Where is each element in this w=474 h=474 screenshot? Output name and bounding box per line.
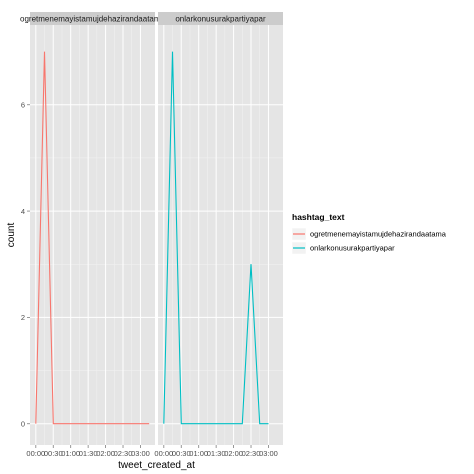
facet-strip bbox=[30, 12, 155, 25]
legend-title: hashtag_text bbox=[292, 212, 345, 222]
x-tick-label: 00:30 bbox=[44, 449, 63, 458]
x-tick-label: 01:00 bbox=[189, 449, 208, 458]
facet-strip-label: onlarkonusurakpartiyapar bbox=[175, 15, 266, 24]
y-axis-title: count bbox=[6, 223, 17, 248]
facet-strip-label: ogretmenemayistamujdehazirandaatama bbox=[20, 15, 166, 24]
x-tick-label: 02:00 bbox=[224, 449, 243, 458]
series-line bbox=[35, 51, 150, 425]
legend-label: onlarkonusurakpartiyapar bbox=[310, 244, 395, 253]
x-tick-label: 01:30 bbox=[79, 449, 98, 458]
series-line bbox=[163, 51, 269, 425]
x-tick-label: 03:00 bbox=[259, 449, 278, 458]
x-tick-label: 00:00 bbox=[154, 449, 173, 458]
panel-background bbox=[158, 25, 283, 445]
x-axis-title: tweet_created_at bbox=[118, 460, 195, 471]
x-tick-label: 01:00 bbox=[61, 449, 80, 458]
y-tick-label: 2 bbox=[21, 313, 25, 322]
y-tick-label: 0 bbox=[21, 419, 25, 428]
facet-strip bbox=[158, 12, 283, 25]
y-tick-label: 6 bbox=[21, 100, 25, 109]
y-tick-label: 4 bbox=[21, 207, 25, 216]
x-tick-label: 00:00 bbox=[26, 449, 45, 458]
legend-label: ogretmenemayistamujdehazirandaatama bbox=[310, 230, 447, 239]
x-tick-label: 02:00 bbox=[96, 449, 115, 458]
x-tick-label: 03:00 bbox=[131, 449, 150, 458]
x-tick-label: 02:30 bbox=[242, 449, 261, 458]
panel-background bbox=[30, 25, 155, 445]
x-tick-label: 02:30 bbox=[114, 449, 133, 458]
x-tick-label: 01:30 bbox=[207, 449, 226, 458]
x-tick-label: 00:30 bbox=[172, 449, 191, 458]
